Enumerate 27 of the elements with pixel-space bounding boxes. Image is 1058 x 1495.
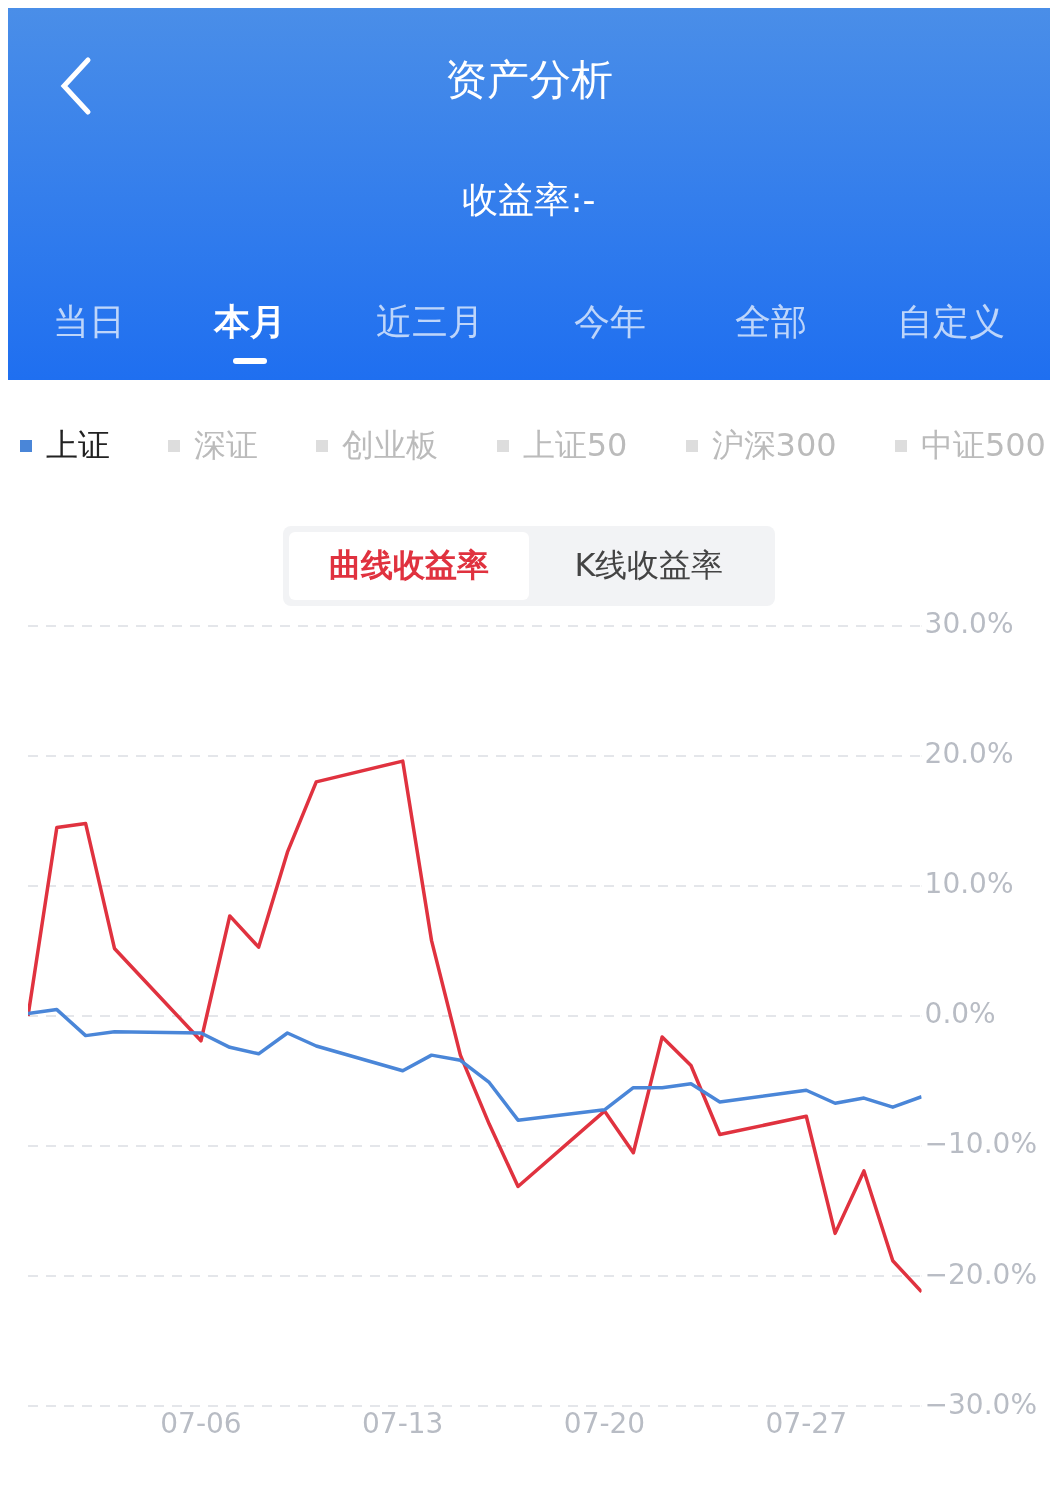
text: 中证500 bbox=[920, 425, 1046, 466]
text: 沪深300 bbox=[711, 425, 837, 466]
text: 当日 bbox=[52, 301, 125, 342]
text: 今年 bbox=[573, 301, 646, 342]
text: 全部 bbox=[735, 301, 808, 342]
chart-subtitle: 收益率:- bbox=[461, 178, 597, 222]
text: 上证50 bbox=[522, 425, 628, 466]
text: 深证 bbox=[194, 425, 259, 466]
text: 本月 bbox=[214, 301, 287, 342]
text: 自定义 bbox=[897, 301, 1006, 342]
y-tick-label: 30.0% bbox=[924, 607, 1014, 641]
chart-title: 资产分析 bbox=[444, 54, 614, 106]
legend-label: 上证 bbox=[46, 425, 110, 466]
y-tick-label: −10.0% bbox=[924, 1127, 1038, 1161]
y-tick-label: 20.0% bbox=[924, 737, 1014, 771]
x-tick-label: 07-20 bbox=[563, 1407, 646, 1441]
y-tick-label: −20.0% bbox=[924, 1257, 1038, 1291]
text: K线收益率 bbox=[573, 545, 725, 586]
text: 创业板 bbox=[342, 425, 439, 466]
y-tick-label: 0.0% bbox=[924, 997, 996, 1031]
y-tick-label: −30.0% bbox=[924, 1387, 1038, 1421]
y-tick-label: 10.0% bbox=[924, 867, 1014, 901]
x-tick-label: 07-13 bbox=[362, 1407, 444, 1441]
text: 曲线收益率 bbox=[289, 532, 529, 600]
text: 近三月 bbox=[376, 301, 485, 342]
x-tick-label: 07-06 bbox=[160, 1407, 242, 1441]
x-tick-label: 07-27 bbox=[765, 1407, 847, 1441]
